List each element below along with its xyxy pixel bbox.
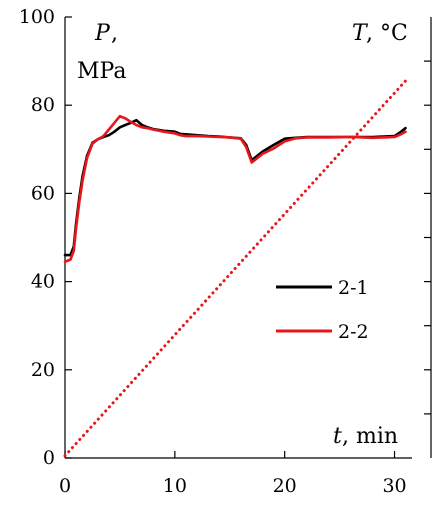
y-tick-label-2: 40 (31, 271, 55, 293)
x-tick-label-1: 10 (163, 475, 187, 497)
series-temperature-dotted (63, 79, 407, 458)
y-tick-label-1: 20 (31, 359, 55, 381)
ticks: 0 20 40 60 80 100 0 10 20 30 (19, 6, 431, 497)
y2-axis-title-var: T (352, 21, 369, 46)
y-tick-label-3: 60 (31, 182, 55, 204)
y-tick-label-5: 100 (19, 6, 55, 28)
series-2-2 (63, 114, 407, 264)
series-2-1 (63, 118, 407, 257)
series-layer (63, 79, 407, 458)
x-axis-title-rest: , min (342, 424, 398, 449)
x-tick-label-0: 0 (59, 475, 71, 497)
x-axis-title-var: t (333, 424, 342, 449)
y-axis-title-var: P (94, 21, 111, 46)
y-tick-label-4: 80 (31, 94, 55, 116)
y-tick-label-0: 0 (43, 447, 55, 469)
legend: 2-1 2-2 (276, 277, 369, 343)
y-axis-title-unit: MPa (77, 59, 126, 84)
legend-label-2-1: 2-1 (338, 277, 369, 299)
x-tick-label-2: 20 (273, 475, 297, 497)
y2-axis-title-rest: , °C (366, 21, 408, 46)
x-tick-label-3: 30 (382, 475, 406, 497)
legend-label-2-2: 2-2 (338, 321, 369, 343)
y-axis-title-sep: , (111, 21, 118, 46)
